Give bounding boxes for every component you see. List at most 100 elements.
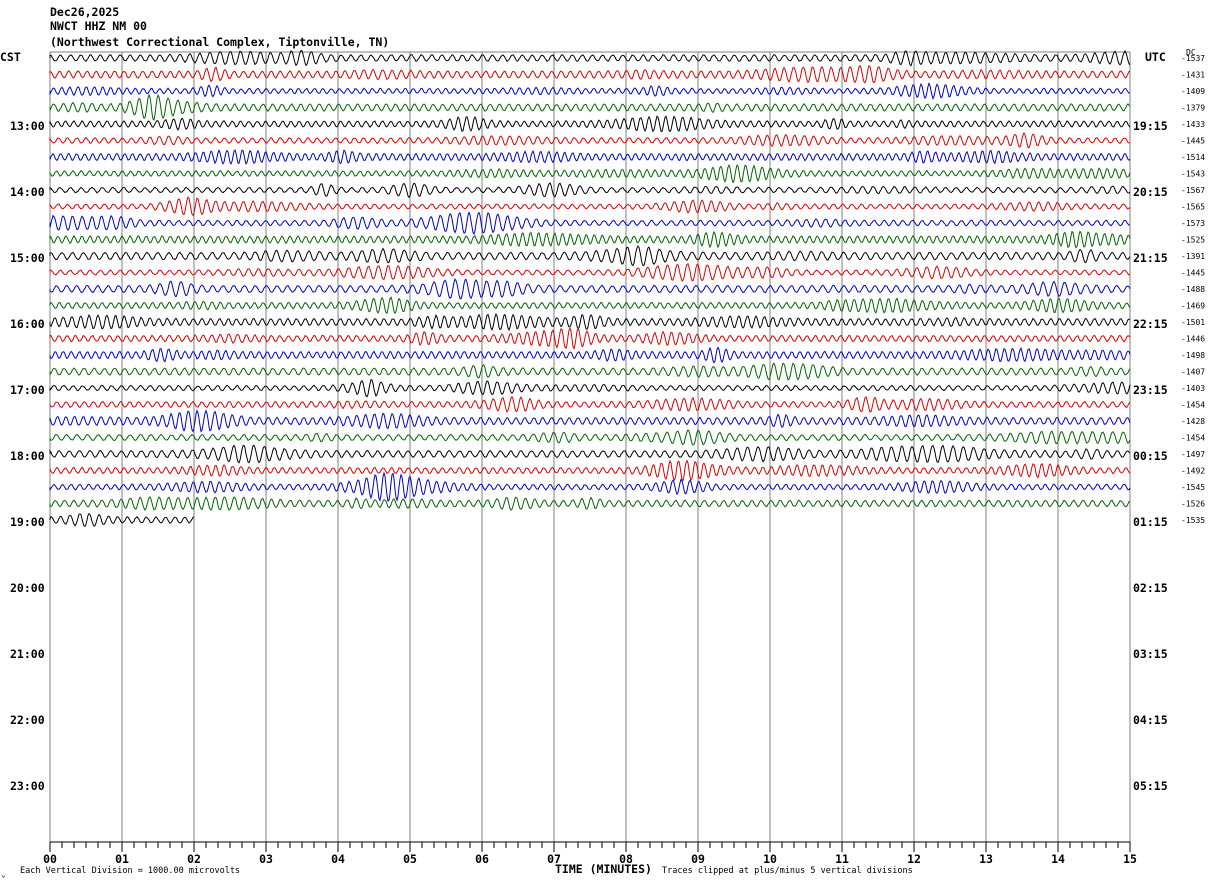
- x-axis: 00 01 02 03 04 05 06 07 08 09 10 11 12 13 14 15: [43, 841, 1137, 866]
- date-title: Dec26,2025: [50, 5, 120, 19]
- dc-offset-value: -1428: [1181, 417, 1205, 426]
- dc-offset-value: -1407: [1181, 368, 1205, 377]
- right-hour-labels: 19:15 20:15 21:15 22:15 23:15 00:15 01:15 02:15…: [1133, 119, 1168, 793]
- right-hour-label: 03:15: [1133, 647, 1168, 661]
- right-hour-label: 22:15: [1133, 317, 1168, 331]
- left-hour-label: 18:00: [10, 449, 45, 463]
- seismic-trace: [49, 211, 1131, 236]
- dc-offset-value: -1454: [1181, 434, 1205, 443]
- seismic-trace: [49, 93, 1131, 121]
- dc-offset-value: -1525: [1181, 236, 1205, 245]
- left-hour-label: 21:00: [10, 647, 45, 661]
- left-hour-label: 15:00: [10, 251, 45, 265]
- left-hour-label: 16:00: [10, 317, 45, 331]
- seismic-trace: [49, 346, 1131, 364]
- seismic-trace: [49, 362, 1131, 381]
- clipping-note: Traces clipped at plus/minus 5 vertical …: [662, 866, 913, 876]
- seismic-trace: [49, 444, 1131, 464]
- seismic-trace: [49, 326, 1131, 351]
- seismic-trace: [49, 512, 195, 528]
- dc-offset-value: -1403: [1181, 384, 1205, 393]
- right-hour-label: 20:15: [1133, 185, 1168, 199]
- dc-offset-value: -1565: [1181, 203, 1205, 212]
- dc-offset-value: -1501: [1181, 318, 1205, 327]
- right-hour-label: 00:15: [1133, 449, 1168, 463]
- seismic-trace: [49, 49, 1131, 67]
- x-tick-label: 06: [475, 852, 489, 866]
- dc-offset-value: -1573: [1181, 219, 1205, 228]
- dc-offset-header: DC: [1186, 48, 1196, 57]
- right-hour-label: 05:15: [1133, 779, 1168, 793]
- x-tick-label: 01: [115, 852, 129, 866]
- x-tick-label: 15: [1123, 852, 1137, 866]
- dc-offset-value: -1545: [1181, 483, 1205, 492]
- seismic-trace: [49, 64, 1130, 84]
- dc-offset-value: -1469: [1181, 302, 1205, 311]
- x-tick-label: 04: [331, 852, 345, 866]
- x-tick-label: 00: [43, 852, 57, 866]
- dc-offset-value: -1497: [1181, 450, 1205, 459]
- x-tick-label: 10: [763, 852, 777, 866]
- dc-offset-value: -1514: [1181, 153, 1205, 162]
- dc-offset-value: -1526: [1181, 500, 1205, 509]
- seismic-trace: [49, 81, 1131, 100]
- seismic-trace: [49, 471, 1131, 503]
- seismic-trace: [49, 230, 1131, 249]
- dc-offset-value: -1535: [1181, 516, 1205, 525]
- vertical-division-note: Each Vertical Division = 1000.00 microvo…: [20, 866, 241, 876]
- dc-offset-value: -1498: [1181, 351, 1205, 360]
- dc-offset-value: -1454: [1181, 401, 1205, 410]
- left-hour-label: 20:00: [10, 581, 45, 595]
- seismic-trace: [49, 196, 1131, 217]
- dc-offset-value: -1445: [1181, 269, 1205, 278]
- seismic-trace: [49, 312, 1131, 332]
- grid-lines: [49, 51, 1131, 842]
- seismic-trace: [49, 429, 1131, 446]
- left-hour-label: 17:00: [10, 383, 45, 397]
- seismic-trace: [49, 263, 1131, 282]
- dc-offset-value: -1433: [1181, 120, 1205, 129]
- station-title: NWCT HHZ NM 00: [50, 19, 147, 33]
- dc-offset-value: -1445: [1181, 137, 1205, 146]
- dc-offset-value: -1567: [1181, 186, 1205, 195]
- dc-offset-value: -1409: [1181, 87, 1205, 96]
- right-hour-label: 21:15: [1133, 251, 1168, 265]
- left-hour-labels: 13:00 14:00 15:00 16:00 17:00 18:00 19:00 20:00…: [10, 119, 45, 793]
- seismic-trace: [49, 495, 1131, 511]
- seismic-trace: [49, 182, 1131, 199]
- dc-offset-value: -1391: [1181, 252, 1205, 261]
- dc-offset-value: -1537: [1181, 54, 1205, 63]
- right-hour-label: 23:15: [1133, 383, 1168, 397]
- dc-offset-value: -1488: [1181, 285, 1205, 294]
- left-hour-label: 19:00: [10, 515, 45, 529]
- dc-offset-value: -1379: [1181, 104, 1205, 113]
- corner-mark-icon: ⌄: [1, 870, 6, 879]
- dc-offset-value: -1492: [1181, 467, 1205, 476]
- right-hour-label: 04:15: [1133, 713, 1168, 727]
- seismic-trace: [49, 395, 1131, 413]
- left-hour-label: 14:00: [10, 185, 45, 199]
- x-tick-label: 11: [835, 852, 849, 866]
- seismic-trace: [49, 245, 1131, 267]
- location-title: (Northwest Correctional Complex, Tiptonv…: [50, 35, 390, 49]
- x-tick-label: 13: [979, 852, 993, 866]
- dc-offset-values: -1537 -1431 -1409 -1379 -1433 -1445 -1514 -1543…: [1181, 54, 1205, 525]
- dc-offset-value: -1543: [1181, 170, 1205, 179]
- right-hour-label: 02:15: [1133, 581, 1168, 595]
- x-tick-label: 12: [907, 852, 921, 866]
- x-tick-label: 03: [259, 852, 273, 866]
- dc-offset-value: -1446: [1181, 335, 1205, 344]
- seismic-trace: [49, 409, 1131, 433]
- seismic-trace: [49, 278, 1131, 300]
- x-axis-title: TIME (MINUTES): [555, 862, 652, 876]
- seismic-trace: [49, 296, 1131, 315]
- seismic-trace: [49, 163, 1131, 184]
- left-hour-label: 22:00: [10, 713, 45, 727]
- seismic-trace: [49, 459, 1131, 482]
- dc-offset-value: -1431: [1181, 71, 1205, 80]
- left-hour-label: 13:00: [10, 119, 45, 133]
- seismic-trace: [49, 148, 1131, 165]
- right-timezone-label: UTC: [1145, 50, 1166, 64]
- right-hour-label: 01:15: [1133, 515, 1168, 529]
